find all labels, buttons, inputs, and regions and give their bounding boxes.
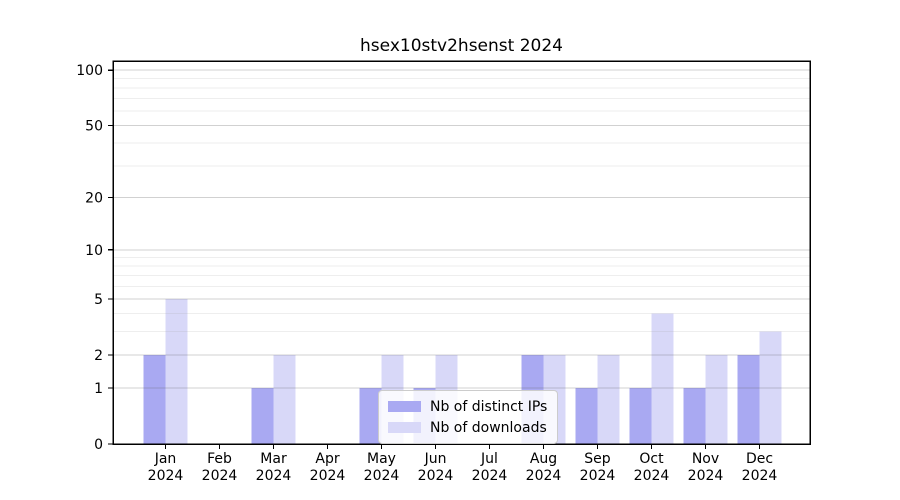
- x-tick-label-year: 2024: [526, 468, 562, 484]
- x-tick-label-month: Sep: [584, 451, 611, 467]
- x-tick-label-year: 2024: [634, 468, 670, 484]
- bar-downloads-sep-2024: [597, 355, 620, 444]
- x-tick-label-year: 2024: [742, 468, 778, 484]
- x-tick-label-month: Jan: [154, 451, 177, 467]
- bar-downloads-mar-2024: [273, 355, 296, 444]
- x-tick-label-month: Nov: [692, 451, 719, 467]
- x-tick-label-month: Feb: [207, 451, 232, 467]
- y-tick-label: 1: [94, 381, 103, 397]
- legend: Nb of distinct IPs Nb of downloads: [378, 390, 559, 444]
- y-tick-label: 100: [76, 63, 103, 79]
- legend-label-downloads: Nb of downloads: [430, 419, 547, 436]
- x-tick-label-month: Jun: [424, 451, 447, 467]
- bar-ips-dec-2024: [737, 355, 760, 444]
- bar-downloads-dec-2024: [759, 331, 782, 444]
- x-tick-label-year: 2024: [688, 468, 724, 484]
- bar-ips-oct-2024: [629, 387, 652, 444]
- x-tick-label-year: 2024: [364, 468, 400, 484]
- x-tick-label-year: 2024: [472, 468, 508, 484]
- y-tick-label: 10: [85, 243, 103, 259]
- y-tick-label: 0: [94, 437, 103, 453]
- x-tick-label-year: 2024: [310, 468, 346, 484]
- bar-ips-sep-2024: [575, 387, 598, 444]
- x-tick-label-month: Oct: [639, 451, 664, 467]
- bar-downloads-nov-2024: [705, 355, 728, 444]
- x-tick-label-month: May: [367, 451, 396, 467]
- x-tick-label-month: Apr: [315, 451, 339, 467]
- legend-swatch-downloads-icon: [388, 422, 421, 433]
- x-tick-label-year: 2024: [148, 468, 184, 484]
- legend-row-downloads: Nb of downloads: [388, 417, 547, 438]
- bar-ips-nov-2024: [683, 387, 706, 444]
- y-tick-label: 20: [85, 190, 103, 206]
- bar-ips-jan-2024: [143, 355, 166, 444]
- x-tick-label-year: 2024: [418, 468, 454, 484]
- plot-border: [112, 60, 811, 445]
- x-tick-label-month: Dec: [746, 451, 773, 467]
- bar-downloads-jan-2024: [165, 298, 188, 444]
- chart-title: hsex10stv2hsenst 2024: [360, 36, 563, 56]
- x-tick-label-month: Mar: [260, 451, 287, 467]
- y-tick-label: 50: [85, 119, 103, 135]
- bar-ips-mar-2024: [251, 387, 274, 444]
- y-tick-label: 2: [94, 348, 103, 364]
- y-tick-label: 5: [94, 292, 103, 308]
- x-tick-label-month: Aug: [530, 451, 557, 467]
- x-tick-label-year: 2024: [580, 468, 616, 484]
- legend-swatch-ips-icon: [388, 401, 421, 412]
- legend-label-ips: Nb of distinct IPs: [430, 398, 548, 415]
- bar-downloads-oct-2024: [651, 313, 674, 444]
- x-tick-label-year: 2024: [256, 468, 292, 484]
- x-tick-label-month: Jul: [480, 451, 498, 467]
- x-tick-label-year: 2024: [202, 468, 238, 484]
- bar-ips-may-2024: [359, 387, 382, 444]
- legend-row-ips: Nb of distinct IPs: [388, 396, 547, 417]
